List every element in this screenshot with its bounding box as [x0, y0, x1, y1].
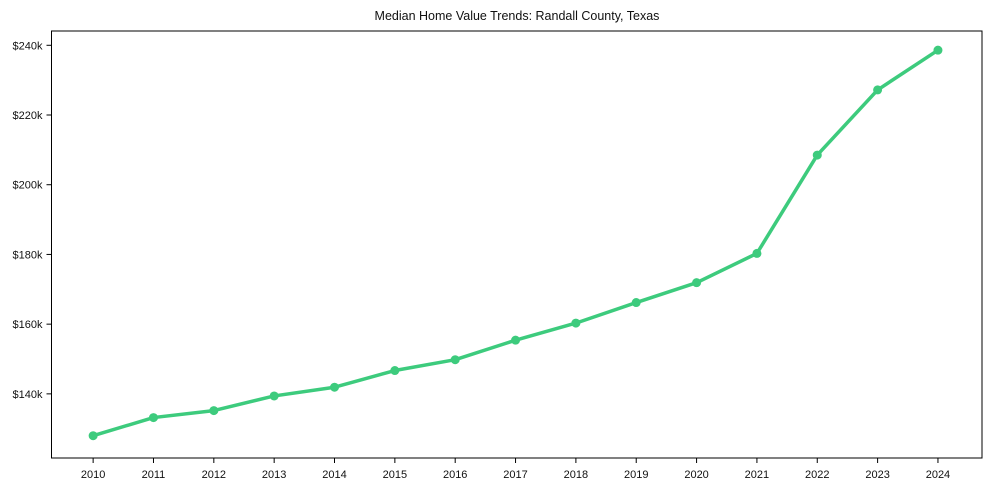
- x-axis-tick-label: 2011: [142, 469, 166, 481]
- x-axis-tick-label: 2012: [202, 469, 226, 481]
- data-point-2023: [873, 85, 883, 95]
- x-axis-tick-label: 2014: [322, 469, 346, 481]
- x-axis-tick-label: 2013: [262, 469, 286, 481]
- data-point-2010: [88, 431, 98, 441]
- x-axis-tick-label: 2024: [926, 469, 950, 481]
- trend-line: [91, 48, 940, 438]
- data-point-2013: [269, 391, 279, 401]
- x-axis-tick-label: 2018: [564, 469, 588, 481]
- y-axis-tick-label: $160k: [13, 319, 43, 331]
- x-axis-tick-label: 2015: [383, 469, 407, 481]
- y-axis-tick-label: $220k: [13, 110, 43, 122]
- data-point-2017: [511, 335, 521, 345]
- x-axis-tick-label: 2016: [443, 469, 467, 481]
- data-point-2022: [812, 150, 822, 160]
- data-point-2011: [148, 413, 158, 423]
- data-point-2015: [390, 366, 400, 376]
- x-axis-tick-label: 2022: [805, 469, 829, 481]
- data-point-2018: [571, 318, 581, 328]
- x-axis-tick-label: 2020: [684, 469, 708, 481]
- x-axis-tick-label: 2017: [503, 469, 527, 481]
- data-point-2021: [752, 248, 762, 258]
- y-axis-tick-label: $140k: [13, 389, 43, 401]
- data-point-2024: [933, 45, 943, 55]
- y-axis-tick-label: $200k: [13, 180, 43, 192]
- chart-title: Median Home Value Trends: Randall County…: [374, 9, 660, 23]
- y-axis-tick-label: $180k: [13, 249, 43, 261]
- data-point-2019: [631, 298, 641, 308]
- plot-area-border: [51, 30, 983, 459]
- x-axis-tick-label: 2023: [865, 469, 889, 481]
- data-point-2012: [209, 406, 219, 416]
- x-axis-tick-label: 2019: [624, 469, 648, 481]
- x-axis-tick-label: 2021: [745, 469, 769, 481]
- data-point-2014: [330, 382, 340, 392]
- y-axis-tick-label: $240k: [13, 40, 43, 52]
- x-axis-tick-label: 2010: [81, 469, 105, 481]
- data-point-2020: [692, 278, 702, 288]
- data-point-2016: [450, 355, 460, 365]
